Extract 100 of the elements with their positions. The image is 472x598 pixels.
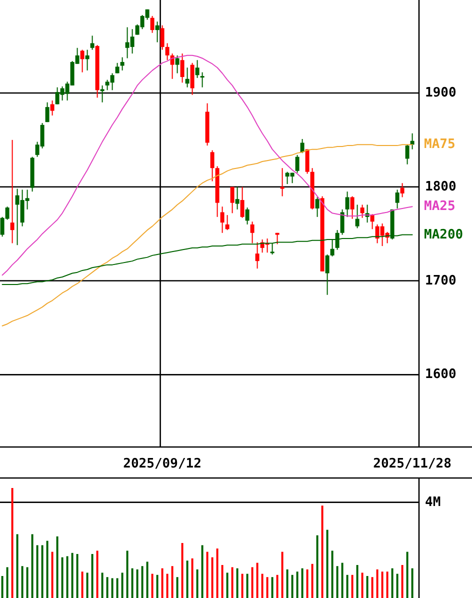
bar [231,567,234,598]
candlestick [185,67,190,88]
candlestick [370,214,374,230]
candlestick [50,100,54,116]
bar [56,536,58,598]
candlestick [325,254,330,296]
candlestick [270,242,274,255]
series-label: MA75 [424,137,456,152]
bar [131,568,134,598]
bar [211,557,214,598]
candlestick [180,53,184,84]
y-tick-label: 1900 [425,86,456,101]
candlestick [165,42,170,61]
bar [196,569,198,598]
bar [101,572,104,598]
candlestick [220,206,224,234]
candlestick [100,84,104,103]
bar [36,545,38,598]
bar [166,574,168,598]
bar [321,506,324,598]
candlestick [315,196,320,218]
candlestick [355,204,360,229]
bar [326,530,328,598]
candlestick [235,186,240,210]
bar [401,565,404,598]
bar [191,558,194,598]
candlestick [400,182,404,198]
candlestick [195,60,200,78]
bar [311,564,314,598]
series-label: MA200 [424,227,464,242]
bar [21,566,24,598]
candlestick [255,242,260,270]
candlestick [120,56,124,71]
candlestick [395,189,400,209]
bar [156,574,158,598]
candlestick [160,24,164,50]
candlestick [280,168,284,197]
bar [91,554,94,598]
candlestick [240,186,244,218]
bar [411,568,414,598]
bar [186,560,188,598]
candlestick [350,196,354,220]
bar [306,569,308,598]
bar [356,565,358,598]
bar [206,552,208,598]
bar [301,568,304,598]
bar [271,577,274,598]
bar [151,574,154,598]
bar [106,577,108,598]
bar [341,562,344,598]
y-tick-label: 1800 [425,179,456,194]
bar [361,572,364,598]
bar [371,577,374,598]
bar [16,534,18,598]
bar [331,550,334,598]
bar [201,545,204,598]
candlestick [45,102,50,123]
candlestick [225,214,230,231]
bar [76,554,78,598]
candlestick [155,21,160,43]
candlestick [300,138,304,154]
bar [86,572,88,598]
candlestick [190,62,194,96]
ref-line-label: 4M [425,494,441,510]
bar [146,562,148,598]
bar [396,574,398,598]
bar [346,574,348,598]
candlestick [200,72,204,88]
bar [391,568,394,598]
bar [216,548,218,598]
bar [236,568,238,598]
bar [136,569,138,598]
bar [276,574,278,598]
bar [386,572,388,598]
bar [251,567,254,598]
candlestick [175,54,180,74]
candlestick [80,49,84,73]
bar [366,576,368,598]
bar [126,550,128,598]
bar [281,552,284,598]
candlestick [10,139,14,244]
x-tick-label: 2025/11/28 [373,456,452,472]
bar [406,552,408,598]
candlestick [230,186,234,214]
candlestick [295,154,300,174]
bar [171,566,174,598]
bar [61,557,64,598]
candlestick [340,208,344,236]
candlestick [90,35,94,50]
bar [261,574,264,598]
line-series [2,54,413,276]
bar [51,552,54,598]
candlestick [245,207,250,225]
y-tick-label: 1700 [425,273,456,288]
bar [71,552,74,598]
bar [336,566,338,598]
candlestick [330,238,334,257]
series-label: MA25 [424,199,456,214]
candlestick [210,150,214,182]
bar [351,574,354,598]
